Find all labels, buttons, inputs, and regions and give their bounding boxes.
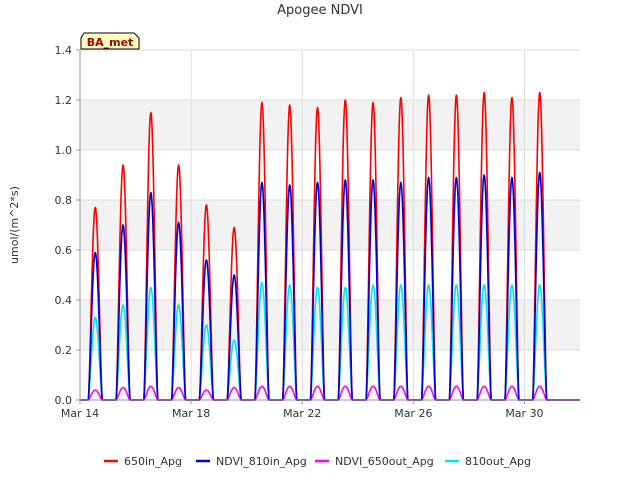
y-tick-label: 1.2 [55, 94, 73, 107]
grid-band [80, 300, 580, 350]
y-tick-labels: 0.0 0.2 0.4 0.6 0.8 1.0 1.2 1.4 [55, 44, 80, 407]
chart-title: Apogee NDVI [277, 3, 363, 18]
y-tick-label: 1.0 [55, 144, 73, 157]
legend-label: NDVI_810in_Apg [216, 455, 307, 468]
y-tick-label: 0.6 [55, 244, 73, 257]
site-label-box: BA_met [80, 32, 140, 50]
y-tick-label: 0.8 [55, 194, 73, 207]
site-label-shape [80, 32, 140, 50]
x-tick-label: Mar 18 [172, 407, 210, 420]
legend-label: 650in_Apg [124, 455, 182, 468]
grid-bands [80, 50, 580, 400]
y-tick-label: 0.0 [55, 394, 73, 407]
grid-band [80, 200, 580, 250]
y-tick-label: 0.4 [55, 294, 73, 307]
x-tick-label: Mar 14 [61, 407, 99, 420]
grid-band [80, 100, 580, 150]
axes [79, 50, 580, 401]
y-tick-label: 0.2 [55, 344, 73, 357]
x-tick-label: Mar 30 [505, 407, 543, 420]
legend: 650in_Apg NDVI_810in_Apg NDVI_650out_Apg 81… [104, 455, 531, 468]
site-label-text: BA_met [87, 36, 134, 49]
x-tick-label: Mar 22 [283, 407, 321, 420]
y-axis-label: umol/(m^2*s) [8, 186, 21, 264]
legend-label: NDVI_650out_Apg [335, 455, 434, 468]
x-tick-label: Mar 26 [394, 407, 432, 420]
y-tick-label: 1.4 [55, 44, 73, 57]
legend-label: 810out_Apg [465, 455, 531, 468]
x-tick-labels: Mar 14 Mar 18 Mar 22 Mar 26 Mar 30 [61, 400, 544, 420]
